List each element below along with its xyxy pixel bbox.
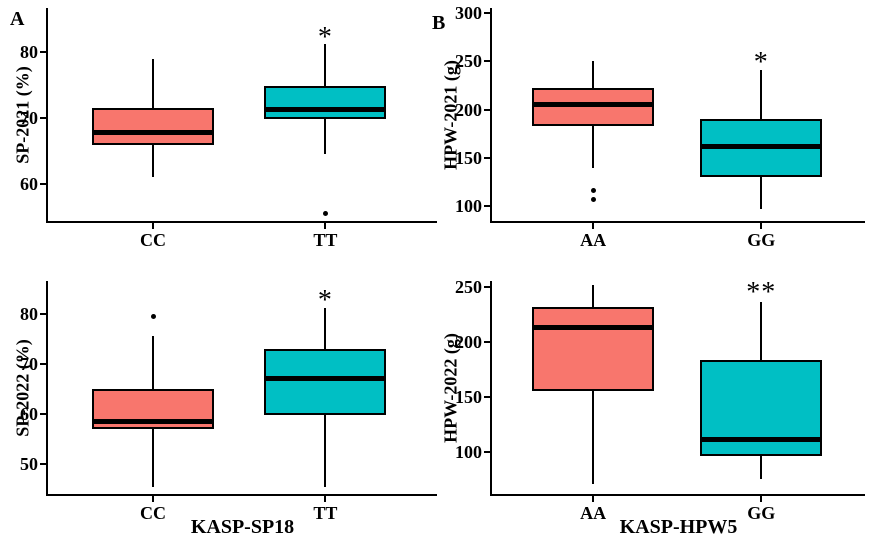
median-line bbox=[264, 107, 387, 113]
x-axis-line bbox=[46, 494, 437, 496]
x-axis-title: KASP-HPW5 bbox=[619, 516, 738, 538]
y-tick bbox=[40, 313, 46, 315]
outlier-dot bbox=[590, 197, 596, 203]
box bbox=[264, 349, 387, 415]
y-tick bbox=[484, 395, 490, 398]
category-tick bbox=[592, 496, 595, 502]
x-axis-line bbox=[490, 494, 865, 496]
category-tick bbox=[152, 223, 155, 229]
y-axis-title: SP-2021 (%) bbox=[12, 65, 32, 164]
box bbox=[700, 359, 823, 457]
box bbox=[532, 88, 655, 127]
y-axis-line bbox=[46, 281, 48, 496]
y-tick bbox=[484, 286, 490, 289]
y-tick bbox=[40, 51, 46, 54]
y-tick bbox=[40, 182, 46, 185]
x-axis-line bbox=[46, 221, 437, 223]
category-tick bbox=[760, 496, 763, 502]
median-line bbox=[532, 101, 655, 107]
y-tick-label: 250 bbox=[455, 51, 482, 72]
y-tick-label: 60 bbox=[20, 404, 38, 424]
y-axis-line bbox=[490, 281, 492, 496]
category-tick bbox=[760, 223, 763, 229]
y-tick bbox=[484, 11, 490, 14]
y-tick bbox=[484, 205, 490, 208]
median-line bbox=[700, 144, 823, 150]
y-tick bbox=[484, 450, 490, 453]
y-tick bbox=[40, 363, 46, 365]
category-label: CC bbox=[140, 230, 167, 250]
median-line bbox=[264, 376, 387, 381]
category-tick bbox=[592, 223, 595, 229]
y-tick-label: 300 bbox=[455, 2, 482, 23]
significance-label: * bbox=[317, 284, 333, 316]
y-tick bbox=[484, 60, 490, 63]
y-tick-label: 50 bbox=[20, 454, 38, 474]
y-axis-title: HPW-2021 (g) bbox=[440, 59, 460, 170]
significance-label: * bbox=[317, 21, 333, 53]
y-axis-title: HPW-2022 (g) bbox=[440, 332, 460, 443]
category-tick bbox=[152, 496, 155, 502]
median-line bbox=[92, 130, 215, 136]
y-tick bbox=[40, 413, 46, 415]
panel-letter: B bbox=[432, 12, 446, 34]
y-tick-label: 150 bbox=[455, 386, 482, 407]
category-label: AA bbox=[580, 230, 607, 250]
significance-label: * bbox=[753, 47, 769, 79]
y-tick bbox=[484, 108, 490, 111]
y-tick bbox=[40, 463, 46, 465]
y-tick bbox=[484, 340, 490, 343]
outlier-dot bbox=[322, 210, 328, 216]
y-axis-title: SP-2022 (%) bbox=[12, 338, 32, 437]
outlier-dot bbox=[150, 313, 156, 319]
y-axis-line bbox=[46, 8, 48, 223]
category-tick bbox=[324, 496, 327, 502]
x-axis-title: KASP-SP18 bbox=[190, 516, 295, 538]
y-tick bbox=[40, 116, 46, 119]
y-tick-label: 60 bbox=[20, 173, 38, 194]
y-tick-label: 100 bbox=[455, 441, 482, 462]
box bbox=[264, 86, 387, 120]
y-tick-label: 70 bbox=[20, 107, 38, 128]
y-tick-label: 150 bbox=[455, 148, 482, 169]
y-tick-label: 80 bbox=[20, 304, 38, 324]
median-line bbox=[700, 436, 823, 442]
y-tick-label: 80 bbox=[20, 42, 38, 63]
y-tick-label: 70 bbox=[20, 354, 38, 374]
median-line bbox=[92, 419, 215, 424]
outlier-dot bbox=[590, 187, 596, 193]
y-tick-label: 100 bbox=[455, 196, 482, 217]
category-label: GG bbox=[747, 230, 776, 250]
panel-letter: A bbox=[10, 8, 25, 30]
category-tick bbox=[324, 223, 327, 229]
significance-label: ** bbox=[746, 277, 777, 309]
y-tick-label: 200 bbox=[455, 331, 482, 352]
y-axis-line bbox=[490, 8, 492, 223]
y-tick-label: 250 bbox=[455, 277, 482, 298]
box bbox=[92, 107, 215, 146]
category-label: GG bbox=[747, 503, 776, 523]
category-label: AA bbox=[580, 503, 607, 523]
y-tick-label: 200 bbox=[455, 99, 482, 120]
median-line bbox=[532, 324, 655, 330]
category-label: CC bbox=[140, 503, 167, 523]
y-tick bbox=[484, 157, 490, 160]
x-axis-line bbox=[490, 221, 865, 223]
category-label: TT bbox=[313, 503, 338, 523]
box bbox=[532, 306, 655, 392]
category-label: TT bbox=[313, 230, 338, 250]
